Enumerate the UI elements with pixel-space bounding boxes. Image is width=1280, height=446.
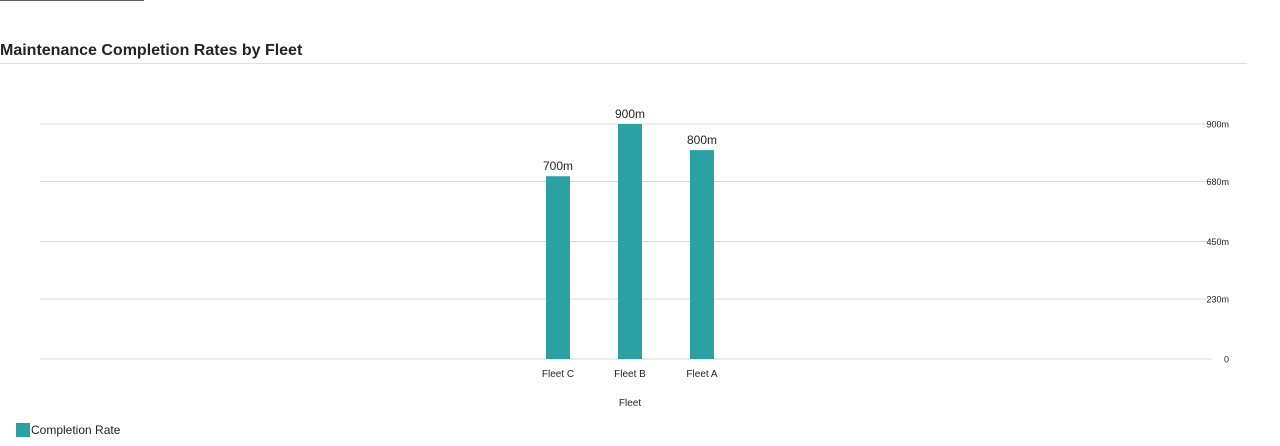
data-label: 900m: [615, 107, 645, 121]
legend-label: Completion Rate: [31, 423, 121, 437]
x-axis-label: Fleet: [619, 398, 641, 409]
legend-swatch: [16, 423, 30, 437]
data-label: 700m: [543, 159, 573, 173]
bars: [546, 124, 714, 359]
data-labels: 700m 900m 800m: [543, 107, 717, 173]
y-tick-label: 450m: [1206, 237, 1229, 247]
y-tick-label: 680m: [1206, 177, 1229, 187]
x-tick-label: Fleet A: [686, 369, 717, 380]
top-divider: [0, 0, 144, 1]
x-tick-label: Fleet C: [542, 369, 574, 380]
bar-fleet-c[interactable]: [546, 176, 570, 359]
y-tick-label: 0: [1224, 355, 1229, 365]
chart-title: Maintenance Completion Rates by Fleet: [0, 42, 303, 59]
y-tick-label: 230m: [1206, 294, 1229, 304]
title-divider: [0, 63, 1247, 64]
bar-fleet-b[interactable]: [618, 124, 642, 359]
bar-fleet-a[interactable]: [690, 150, 714, 359]
legend: Completion Rate: [16, 423, 120, 437]
x-axis-ticks: Fleet C Fleet B Fleet A: [542, 369, 718, 380]
x-tick-label: Fleet B: [614, 369, 646, 380]
y-axis-ticks: 0 230m 450m 680m 900m: [1206, 120, 1229, 365]
data-label: 800m: [687, 133, 717, 147]
y-tick-label: 900m: [1206, 120, 1229, 130]
